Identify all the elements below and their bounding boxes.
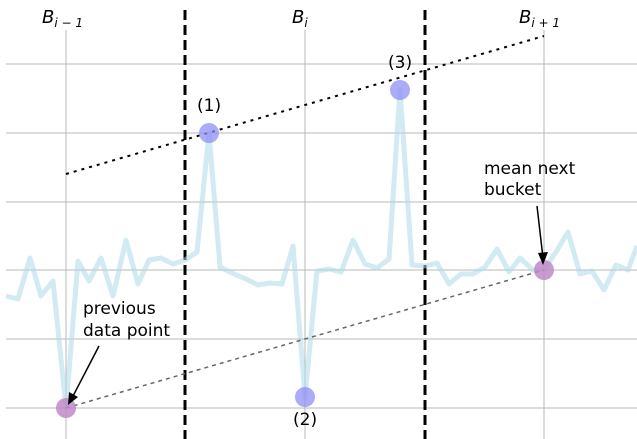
annotation-mean-next-line-1: mean next [484, 159, 576, 179]
arrow-previous [68, 345, 100, 405]
mean-next-bucket-point [534, 260, 554, 280]
trend-line-upper [65, 35, 545, 175]
bucket-label-base: B [292, 7, 304, 28]
candidate-label-1: (1) [197, 96, 221, 116]
bucket-dividers [183, 10, 427, 439]
trend-line-lower [65, 269, 545, 409]
candidate-point-2 [295, 387, 315, 407]
candidate-label-3: (3) [388, 53, 412, 73]
bucket-label-prev: Bi − 1 [42, 7, 83, 30]
bucket-label-sub: i + 1 [531, 16, 560, 30]
candidate-point-1 [199, 123, 219, 143]
bucket-label-sub: i [304, 16, 308, 30]
bucket-label-sub: i − 1 [54, 16, 83, 30]
annotation-previous-line-2: data point [83, 321, 170, 341]
candidate-label-2: (2) [293, 410, 317, 430]
bucket-label-curr: Bi [292, 7, 308, 30]
bucket-label-base: B [519, 7, 531, 28]
annotation-previous-line-1: previous [83, 299, 156, 319]
candidate-point-3 [390, 80, 410, 100]
bucket-label-next: Bi + 1 [519, 7, 560, 30]
previous-data-point [56, 398, 76, 418]
horizontal-gridlines [6, 63, 637, 409]
arrow-mean-next [536, 205, 548, 265]
annotation-mean-next-line-2: bucket [484, 180, 542, 200]
bucket-label-base: B [42, 7, 54, 28]
